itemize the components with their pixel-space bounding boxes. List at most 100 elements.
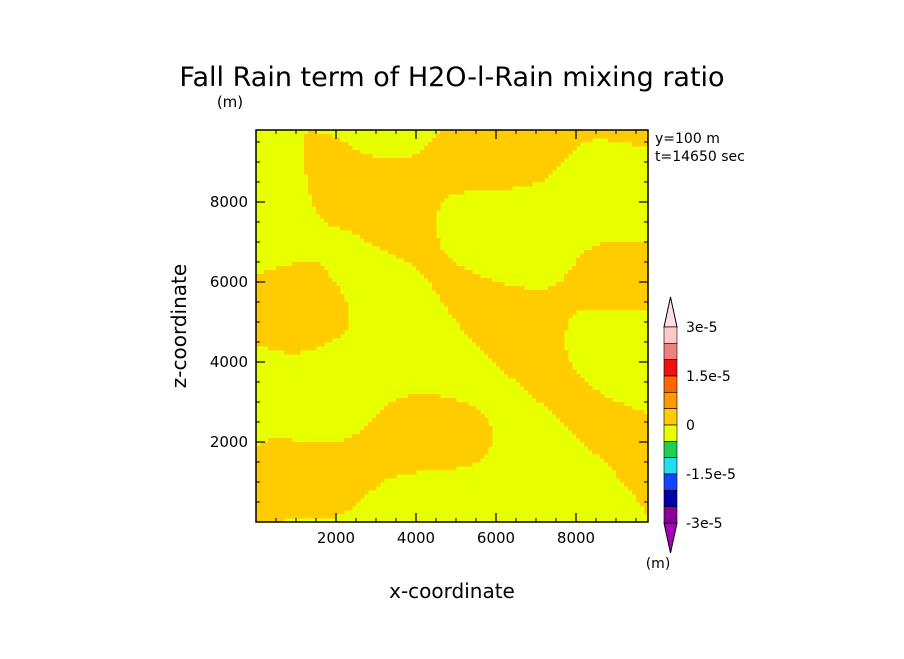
field-cell [380,410,481,415]
field-cell [484,350,569,355]
field-cell [572,430,649,435]
field-cell [276,266,325,271]
field-cell [444,302,649,307]
field-cell [616,474,649,479]
field-cell [256,318,349,323]
field-cell [316,210,437,215]
field-cell [408,394,441,399]
field-cell [256,458,481,463]
field-cell [352,434,493,439]
field-cell [568,426,649,431]
field-cell [372,242,441,247]
field-cell [420,150,573,155]
field-cell [308,174,549,179]
field-cell [368,422,489,427]
colorbar-swatch [663,408,678,426]
field-cell [256,330,345,335]
x-axis-label: x-coordinate [389,579,515,603]
field-cell [584,250,649,255]
colorbar-swatch [663,490,678,507]
field-cell [452,314,573,319]
field-cell [256,462,473,467]
field-cell [440,130,649,135]
field-cell [256,322,349,327]
field-cell [256,510,345,515]
field-cell [404,258,453,263]
field-cell [548,286,649,291]
field-cell [572,266,649,271]
field-cell [516,378,585,383]
field-cell [448,306,649,311]
plot-frame [255,129,649,523]
colorbar-swatch [663,473,678,491]
field-cell [620,478,649,483]
colorbar-swatch [663,326,678,344]
field-cell [312,202,441,207]
field-cell [536,398,613,403]
x-tick-label: 8000 [557,529,595,547]
field-cell [432,286,525,291]
field-cell [492,358,569,363]
field-cell [496,362,573,367]
field-cell [472,338,565,343]
field-cell [256,342,325,347]
field-cell [256,518,285,523]
field-cell [256,478,385,483]
colorbar-unit: (m) [646,556,671,572]
field-cell [344,438,493,443]
chart-title: Fall Rain term of H2O-l-Rain mixing rati… [179,62,724,93]
colorbar-label: 3e-5 [686,320,717,336]
field-cell [388,402,469,407]
field-cell [548,406,633,411]
field-cell [316,206,441,211]
field-cell [380,246,441,251]
field-cell [264,270,329,275]
field-cell [568,270,649,275]
field-cell [256,274,329,279]
colorbar-label: 1.5e-5 [686,369,731,385]
field-cell [416,266,465,271]
field-cell [520,382,589,387]
field-cell [424,274,481,279]
field-cell [440,294,649,299]
colorbar-label: -1.5e-5 [686,467,736,483]
field-cell [304,158,565,163]
y-tick-label: 6000 [210,273,248,291]
field-cell [640,502,649,507]
annotation-t: t=14650 sec [655,149,745,165]
colorbar-swatch [663,506,678,524]
field-cell [608,138,649,143]
field-cell [304,134,333,139]
field-cell [504,370,577,375]
field-cell [256,466,457,471]
field-cell [600,242,649,247]
field-cell [632,490,649,495]
field-cell [256,286,341,291]
field-cell [556,282,649,287]
field-cell [256,474,397,479]
field-cell [612,466,649,471]
field-cell [340,226,437,231]
field-cell [396,398,457,403]
field-cell [592,450,649,455]
field-cell [396,254,449,259]
field-cell [424,146,577,151]
x-axis: 2000 4000 6000 8000 [275,130,637,547]
field-cell [576,258,649,263]
colorbar-extend-bottom [663,522,678,554]
field-cell [432,138,593,143]
field-cell [560,418,649,423]
colorbar-swatch [663,441,678,458]
field-cell [256,502,357,507]
field-cell [440,298,649,303]
field-cell [624,482,649,487]
field-cell [256,306,349,311]
field-cell [256,470,417,475]
colorbar: 3e-5 1.5e-5 0 -1.5e-5 -3e-5 [663,296,736,554]
x-tick-label: 6000 [477,529,515,547]
field-cell [304,150,361,155]
field-cell [256,326,349,331]
field-cell [644,506,649,511]
field-cell [556,414,649,419]
